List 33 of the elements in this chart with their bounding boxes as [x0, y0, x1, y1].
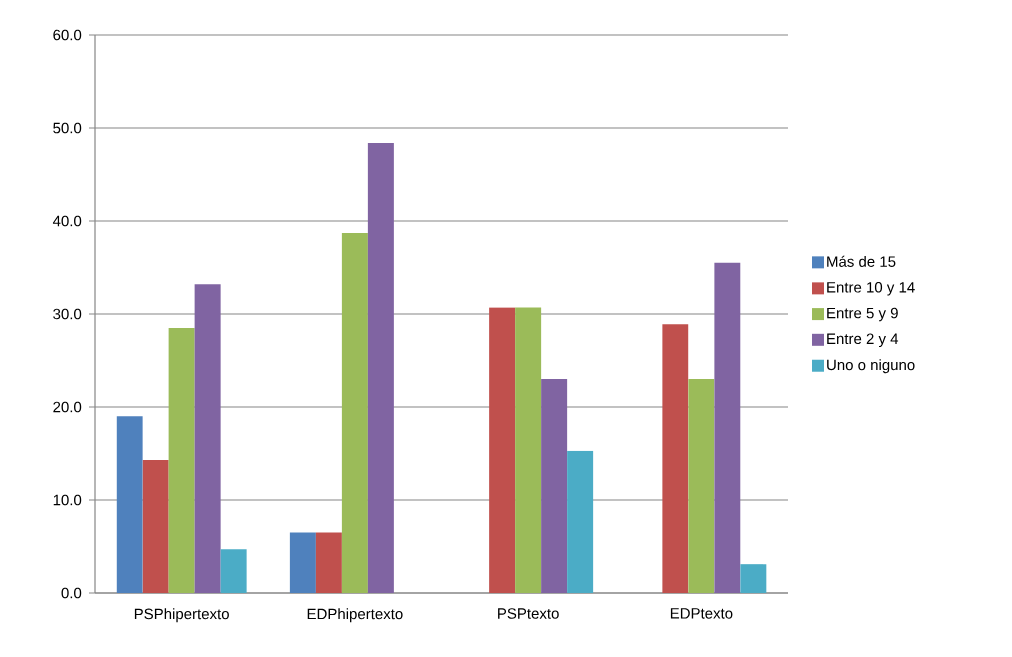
- x-tick-label: PSPtexto: [498, 608, 559, 619]
- x-tick-label: EDPhipertexto: [307, 608, 403, 623]
- y-tick-label: 0.0: [61, 587, 82, 599]
- bar: [515, 307, 542, 593]
- legend-label: Entre 5 y 9: [827, 307, 898, 322]
- bar: [194, 284, 221, 593]
- bar: [489, 307, 516, 593]
- bar: [116, 416, 143, 593]
- bar: [541, 379, 568, 593]
- bar: [662, 324, 689, 593]
- bar: [289, 532, 316, 593]
- y-tick-label: 40.0: [52, 215, 82, 227]
- y-tick-label: 20.0: [53, 401, 82, 413]
- x-tick-label: PSPhipertexto: [134, 608, 229, 623]
- y-tick-label: 60.0: [53, 29, 82, 41]
- legend-label: Entre 10 y 14: [827, 282, 915, 296]
- bar: [142, 460, 169, 593]
- bar: [740, 564, 767, 593]
- legend-label: Uno o niguno: [827, 359, 915, 374]
- bar: [168, 327, 195, 593]
- legend-label: Más de 15: [827, 255, 896, 267]
- bar: [315, 532, 342, 593]
- bar: [341, 233, 368, 593]
- bar: [688, 379, 715, 593]
- y-tick-label: 30.0: [53, 308, 82, 320]
- x-tick-label: EDPtexto: [670, 608, 733, 619]
- bar: [567, 450, 594, 593]
- y-tick-label: 50.0: [53, 122, 82, 134]
- bar: [714, 262, 741, 593]
- legend-label: Entre 2 y 4: [827, 333, 899, 348]
- bar: [220, 549, 247, 593]
- y-tick-label: 10.0: [53, 494, 82, 506]
- bar: [367, 142, 394, 593]
